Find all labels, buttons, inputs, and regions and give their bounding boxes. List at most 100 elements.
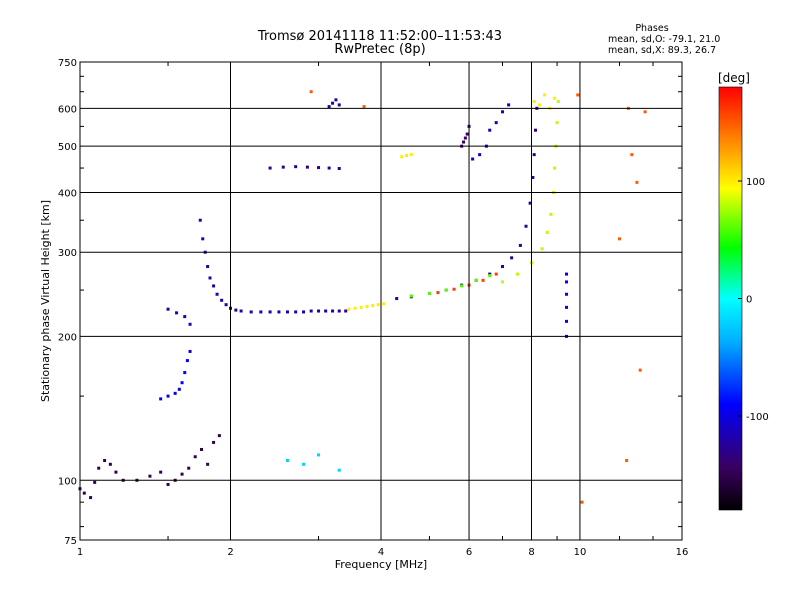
data-point [507,103,511,107]
data-point [177,387,181,391]
data-point [281,165,285,169]
data-point [555,121,559,125]
data-point [317,453,321,457]
data-point [371,304,375,308]
x-tick-label: 16 [676,547,689,558]
data-point [337,103,341,107]
data-point [217,434,221,438]
data-point [376,303,380,307]
data-point [565,292,569,296]
data-point [331,309,335,313]
y-axis-label: Stationary phase Virtual Height [km] [39,200,52,402]
phases-mean-x: mean, sd,X: 89.3, 26.7 [608,45,716,56]
x-tick-label: 4 [378,547,384,558]
data-point [331,101,335,105]
data-points [78,90,647,504]
y-tick-label: 100 [58,476,77,487]
data-point [532,153,536,157]
y-tick-label: 750 [58,58,77,69]
data-point [185,359,189,363]
data-point [344,309,348,313]
data-point [359,305,363,309]
data-point [114,470,118,474]
colorbar-tick-label: 100 [746,177,765,188]
data-point [317,309,321,313]
data-point [488,272,492,276]
data-point [268,166,272,170]
data-point [285,458,289,462]
data-point [618,237,622,241]
y-tick-label: 75 [64,536,77,547]
data-point [173,391,177,395]
data-point [327,166,331,170]
data-point [549,212,553,216]
data-point [400,155,404,159]
y-axis-ticks: 75 100 200 300 400 500 600 750 [58,58,682,547]
data-point [268,310,272,314]
data-point [180,381,184,385]
data-point [565,280,569,284]
data-point [294,310,298,314]
data-point [193,455,197,459]
data-point [200,447,204,451]
data-point [565,319,569,323]
data-point [510,256,514,260]
y-tick-label: 300 [58,248,77,259]
data-point [97,466,101,470]
data-point [188,349,192,353]
data-point [501,110,505,114]
data-point [212,284,216,288]
data-point [302,310,306,314]
data-point [545,230,549,234]
data-point [347,307,351,311]
data-point [103,458,107,462]
data-point [215,292,219,296]
data-point [488,274,492,278]
data-point [405,154,409,158]
data-point [324,309,328,313]
y-tick-label: 400 [58,188,77,199]
data-point [540,247,544,251]
data-point [643,110,647,114]
data-point [206,265,210,269]
data-point [285,310,289,314]
data-point [159,470,163,474]
data-point [553,166,557,170]
x-axis-ticks: 1 2 4 6 8 10 16 [77,62,689,558]
data-point [249,310,253,314]
data-point [183,315,187,319]
x-axis-label: Frequency [MHz] [335,558,427,571]
data-point [208,276,212,280]
data-point [365,304,369,308]
data-point [638,368,642,372]
data-point [305,165,309,169]
data-point [234,308,238,312]
data-point [518,243,522,247]
data-point [625,458,629,462]
chart-title: Tromsø 20141118 11:52:00–11:53:43 [257,29,502,44]
data-point [317,166,321,170]
data-point [302,462,306,466]
data-point [159,397,163,401]
data-point [565,305,569,309]
data-point [460,284,464,288]
data-point [224,303,228,307]
data-point [553,96,557,100]
y-tick-label: 500 [58,142,77,153]
data-point [309,309,313,313]
phases-title: Phases [635,23,668,34]
data-point [534,128,538,132]
data-point [580,500,584,504]
data-point [576,93,580,97]
data-point [501,280,505,284]
data-point [108,462,112,466]
data-point [334,98,338,102]
data-point [239,309,243,313]
colorbar-tick-label: -100 [746,412,769,423]
data-point [501,265,505,269]
chart-subtitle: RwPretec (8p) [334,42,425,57]
data-point [82,491,86,495]
data-point [556,100,560,104]
x-tick-label: 2 [227,547,233,558]
data-point [187,466,191,470]
